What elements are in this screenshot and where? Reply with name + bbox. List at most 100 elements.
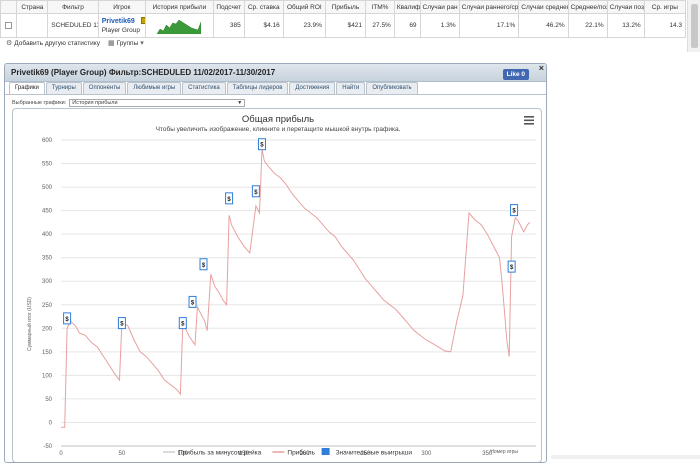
- tab-tournaments[interactable]: Турниры: [45, 82, 82, 94]
- tab-statistics[interactable]: Статистика: [182, 82, 226, 94]
- chart-subtitle: Чтобы увеличить изображение, кликните и …: [156, 125, 401, 133]
- filter-cell: SCHEDULED 11/02/2017-11/30/2017: [47, 13, 99, 38]
- big-win-marker[interactable]: $: [199, 258, 208, 271]
- legend-item[interactable]: Прибыль за минусом рейка: [163, 449, 262, 457]
- row-checkbox-cell[interactable]: [0, 13, 18, 38]
- big-win-marker[interactable]: $: [510, 204, 519, 217]
- x-tick-label: 50: [119, 451, 126, 457]
- svg-text:Прибыль за минусом рейка: Прибыль за минусом рейка: [178, 449, 262, 457]
- chart-container[interactable]: -50 0 50 100 150 200 250 300 350 400 450 500 550 600 …: [12, 108, 543, 463]
- col-header-late[interactable]: Случаи поздн: [606, 0, 645, 14]
- chevron-down-icon: ▾: [138, 40, 144, 47]
- vertical-scrollbar[interactable]: [687, 0, 700, 52]
- player-name-link[interactable]: Privetik69: [101, 17, 135, 25]
- tab-leaderboards[interactable]: Таблицы лидеров: [226, 82, 289, 94]
- col-header-profit-history[interactable]: История прибыли: [144, 0, 214, 14]
- qualif-cell: 69: [393, 13, 421, 38]
- col-header-avg-games[interactable]: Ср. игры: [643, 0, 687, 14]
- tab-publish[interactable]: Опубликовать: [366, 82, 418, 94]
- col-header-select[interactable]: [0, 0, 18, 14]
- big-win-marker[interactable]: $: [507, 260, 516, 273]
- svg-text:$: $: [260, 143, 264, 149]
- big-win-marker[interactable]: $: [225, 192, 234, 205]
- svg-text:$: $: [181, 322, 185, 328]
- y-tick-label: 300: [42, 279, 53, 285]
- y-tick-label: 0: [49, 420, 53, 426]
- profit-history-cell[interactable]: [144, 13, 214, 38]
- tab-favorite-games[interactable]: Любимые игры: [127, 82, 182, 94]
- mid-cell: 46.2%: [518, 13, 569, 38]
- mid-late-cell: 22.1%: [567, 13, 608, 38]
- x-tick-label: 100: [178, 451, 189, 457]
- stats-table: Страна Фильтр Игрок История прибыли Подс…: [0, 0, 687, 38]
- col-header-early-mid[interactable]: Случаи раннего/сре: [458, 0, 520, 14]
- y-tick-label: 500: [42, 185, 53, 191]
- svg-text:$: $: [512, 209, 516, 215]
- legend-item[interactable]: Значительные выигрыши: [321, 448, 413, 457]
- big-win-marker[interactable]: $: [251, 185, 260, 198]
- col-header-mid[interactable]: Случаи среднего: [518, 0, 569, 14]
- series-line[interactable]: [61, 149, 531, 428]
- col-header-player[interactable]: Игрок: [97, 0, 146, 14]
- chart-grid: [61, 139, 536, 447]
- col-header-filter[interactable]: Фильтр: [47, 0, 99, 14]
- svg-text:$: $: [120, 322, 124, 328]
- col-header-qualif[interactable]: Квалиф: [393, 0, 421, 14]
- profit-chart[interactable]: -50050100150200250300350400450500550600 …: [13, 109, 543, 463]
- tab-charts[interactable]: Графики: [9, 82, 45, 95]
- profit-cell: $421: [324, 13, 367, 38]
- add-stat-label: Добавить другую статистику: [14, 40, 100, 47]
- big-win-marker[interactable]: $: [117, 317, 126, 330]
- col-header-early[interactable]: Случаи ран: [419, 0, 460, 14]
- y-tick-label: 50: [45, 397, 52, 403]
- big-win-marker[interactable]: $: [63, 312, 72, 325]
- y-tick-label: 350: [42, 256, 53, 262]
- big-win-marker[interactable]: $: [178, 317, 187, 330]
- x-tick-label: 200: [300, 451, 311, 457]
- big-win-marker[interactable]: $: [188, 295, 197, 308]
- col-header-roi[interactable]: Общий ROI: [282, 0, 326, 14]
- y-axis-ticks: -50 0 50 100 150 200 250 300 350 400 450 500 550 600: [42, 138, 53, 450]
- col-header-avg-stake[interactable]: Ср. ставка: [243, 0, 284, 14]
- chart-menu-icon[interactable]: [524, 116, 534, 125]
- table-row[interactable]: SCHEDULED 11/02/2017-11/30/2017 Privetik…: [0, 13, 687, 38]
- itm-cell: 27.5%: [365, 13, 395, 38]
- y-tick-label: 550: [42, 162, 53, 168]
- horizontal-scrollbar[interactable]: [551, 455, 700, 459]
- chart-select-value: История прибыли: [72, 100, 118, 106]
- facebook-like-button[interactable]: Like 0: [502, 69, 529, 80]
- early-cell: 1.3%: [419, 13, 460, 38]
- early-mid-cell: 17.1%: [458, 13, 520, 38]
- row-checkbox[interactable]: [5, 21, 13, 29]
- y-tick-label: 450: [42, 209, 53, 215]
- profit-sparkline[interactable]: [157, 18, 202, 34]
- svg-text:$: $: [65, 317, 69, 323]
- col-header-itm[interactable]: ITM%: [365, 0, 395, 14]
- tab-achievements[interactable]: Достижения: [289, 82, 336, 94]
- groups-icon: ▦: [107, 40, 115, 47]
- svg-text:$: $: [202, 263, 206, 269]
- country-cell: [16, 13, 49, 38]
- tab-opponents[interactable]: Оппоненты: [82, 82, 127, 94]
- big-win-marker[interactable]: $: [257, 138, 266, 151]
- close-icon[interactable]: ×: [538, 63, 544, 73]
- dialog-header[interactable]: Privetik69 (Player Group) Фильтр:SCHEDUL…: [5, 64, 546, 82]
- y-tick-label: 100: [42, 373, 53, 379]
- col-header-mid-late[interactable]: Среднее/позд: [567, 0, 608, 14]
- chart-select-dropdown[interactable]: История прибыли ▼: [69, 99, 246, 107]
- col-header-profit[interactable]: Прибыль: [324, 0, 367, 14]
- col-header-count[interactable]: Подсчет: [212, 0, 245, 14]
- tab-find[interactable]: Найти: [336, 82, 366, 94]
- stats-panel: Страна Фильтр Игрок История прибыли Подс…: [0, 0, 700, 52]
- col-header-country[interactable]: Страна: [16, 0, 49, 14]
- groups-label: Группы: [116, 40, 139, 47]
- scrollbar-thumb[interactable]: [691, 4, 698, 48]
- late-cell: 13.2%: [606, 13, 645, 38]
- groups-button[interactable]: ▦ Группы ▾: [108, 39, 146, 47]
- legend-item[interactable]: Прибыль: [272, 449, 316, 457]
- add-stat-button[interactable]: ⚙ Добавить другую статистику: [6, 39, 100, 47]
- count-cell: 385: [212, 13, 245, 38]
- svg-text:Значительные выигрыши: Значительные выигрыши: [336, 450, 413, 457]
- y-tick-label: -50: [43, 444, 52, 450]
- svg-text:$: $: [191, 300, 195, 306]
